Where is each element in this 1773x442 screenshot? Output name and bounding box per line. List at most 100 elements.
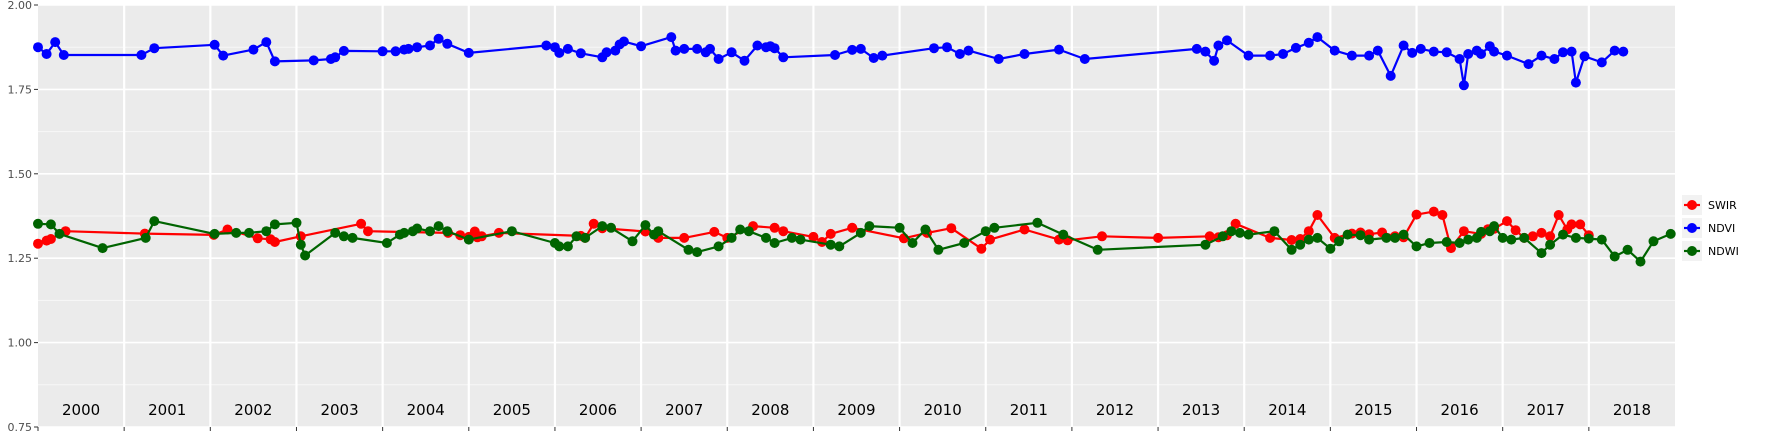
data-point-ndwi (1463, 234, 1474, 245)
data-point-ndwi (269, 219, 280, 230)
data-point-ndvi (993, 54, 1004, 64)
year-label: 2012 (1096, 401, 1134, 419)
data-point-ndvi (1079, 54, 1090, 64)
data-point-ndwi (33, 218, 43, 229)
year-label: 2017 (1527, 401, 1565, 419)
data-point-ndvi (562, 43, 573, 54)
data-point-swir (1428, 206, 1439, 217)
data-point-ndwi (425, 226, 435, 237)
data-point-ndwi (786, 232, 797, 243)
data-point-ndvi (1290, 42, 1301, 53)
year-label: 2016 (1441, 401, 1479, 419)
y-tick-label: 1.50 (8, 168, 33, 181)
data-point-swir (1458, 226, 1469, 237)
year-label: 2005 (493, 401, 531, 419)
data-point-swir (1286, 235, 1297, 245)
data-point-swir (356, 218, 367, 229)
data-point-ndwi (894, 222, 905, 233)
data-point-ndvi (209, 39, 220, 50)
legend-item-ndwi: NDWI (1682, 241, 1739, 261)
data-point-swir (1153, 232, 1164, 243)
data-point-ndwi (1489, 221, 1500, 232)
data-point-ndwi (300, 250, 311, 261)
data-point-ndwi (338, 231, 349, 242)
data-point-ndwi (149, 216, 160, 227)
data-point-ndwi (1092, 244, 1103, 255)
data-point-ndwi (795, 234, 806, 245)
data-point-ndwi (261, 226, 272, 237)
data-point-ndvi (1476, 49, 1487, 59)
data-point-ndwi (743, 226, 754, 237)
year-label: 2000 (62, 401, 100, 419)
data-point-swir (808, 231, 819, 242)
data-point-ndvi (1364, 50, 1375, 61)
data-point-swir (679, 232, 690, 243)
data-point-swir (1536, 227, 1547, 238)
data-point-ndwi (1441, 237, 1452, 247)
data-point-ndvi (1596, 57, 1607, 68)
data-point-ndvi (1502, 50, 1512, 61)
data-point-ndwi (825, 239, 836, 250)
grid (38, 4, 1675, 428)
series-layer (33, 32, 1676, 267)
data-point-ndvi (636, 41, 647, 52)
data-point-ndvi (554, 47, 565, 58)
data-point-ndwi (231, 227, 242, 238)
data-point-ndwi (1635, 256, 1646, 267)
data-point-ndwi (1583, 233, 1594, 244)
data-point-ndvi (50, 37, 61, 48)
data-point-swir (252, 233, 263, 244)
data-point-ndwi (140, 232, 151, 243)
data-point-swir (588, 218, 599, 229)
year-label: 2013 (1182, 401, 1220, 419)
data-point-ndvi (136, 50, 147, 60)
data-point-ndwi (433, 221, 444, 232)
data-point-ndwi (1411, 241, 1422, 252)
y-tick-label: 1.00 (8, 337, 33, 350)
data-point-ndwi (907, 238, 918, 248)
data-point-ndvi (713, 54, 724, 64)
data-point-ndvi (1428, 46, 1439, 57)
year-label: 2004 (407, 401, 445, 419)
data-point-ndwi (1312, 232, 1323, 243)
data-point-ndvi (778, 52, 789, 63)
year-label: 2014 (1268, 401, 1306, 419)
data-point-ndvi (855, 43, 866, 54)
data-point-ndwi (989, 222, 1000, 233)
legend-key-point (1687, 200, 1697, 210)
data-point-ndwi (627, 236, 638, 247)
data-point-ndvi (1454, 54, 1465, 64)
data-point-ndvi (1398, 40, 1409, 51)
data-point-swir (1097, 231, 1107, 242)
legend-label: SWIR (1708, 199, 1737, 212)
data-point-ndvi (1523, 59, 1534, 70)
data-point-ndvi (442, 38, 453, 49)
data-point-ndvi (403, 43, 414, 54)
data-point-ndvi (868, 53, 879, 63)
data-point-ndwi (1497, 232, 1508, 243)
data-point-ndvi (1463, 49, 1474, 59)
data-point-ndvi (433, 33, 444, 44)
data-point-swir (709, 226, 720, 237)
data-point-ndvi (942, 42, 952, 53)
legend-label: NDVI (1708, 222, 1735, 235)
data-point-ndvi (330, 52, 341, 63)
data-point-ndwi (580, 232, 591, 243)
data-point-ndvi (1558, 47, 1568, 58)
data-point-ndwi (1364, 234, 1375, 245)
data-point-ndwi (597, 221, 608, 232)
data-point-ndwi (399, 227, 410, 238)
data-point-ndwi (761, 232, 771, 243)
data-point-ndwi (554, 241, 565, 252)
data-point-swir (1019, 224, 1030, 235)
year-label: 2009 (837, 401, 875, 419)
data-point-ndvi (1407, 47, 1418, 58)
data-point-ndvi (1209, 55, 1220, 66)
data-point-ndwi (1334, 236, 1344, 247)
data-point-swir (1312, 210, 1323, 220)
data-point-ndwi (959, 238, 970, 248)
y-tick-label: 1.25 (8, 252, 33, 265)
data-point-ndvi (541, 40, 552, 51)
data-point-ndwi (1476, 226, 1487, 237)
year-label: 2008 (751, 401, 789, 419)
